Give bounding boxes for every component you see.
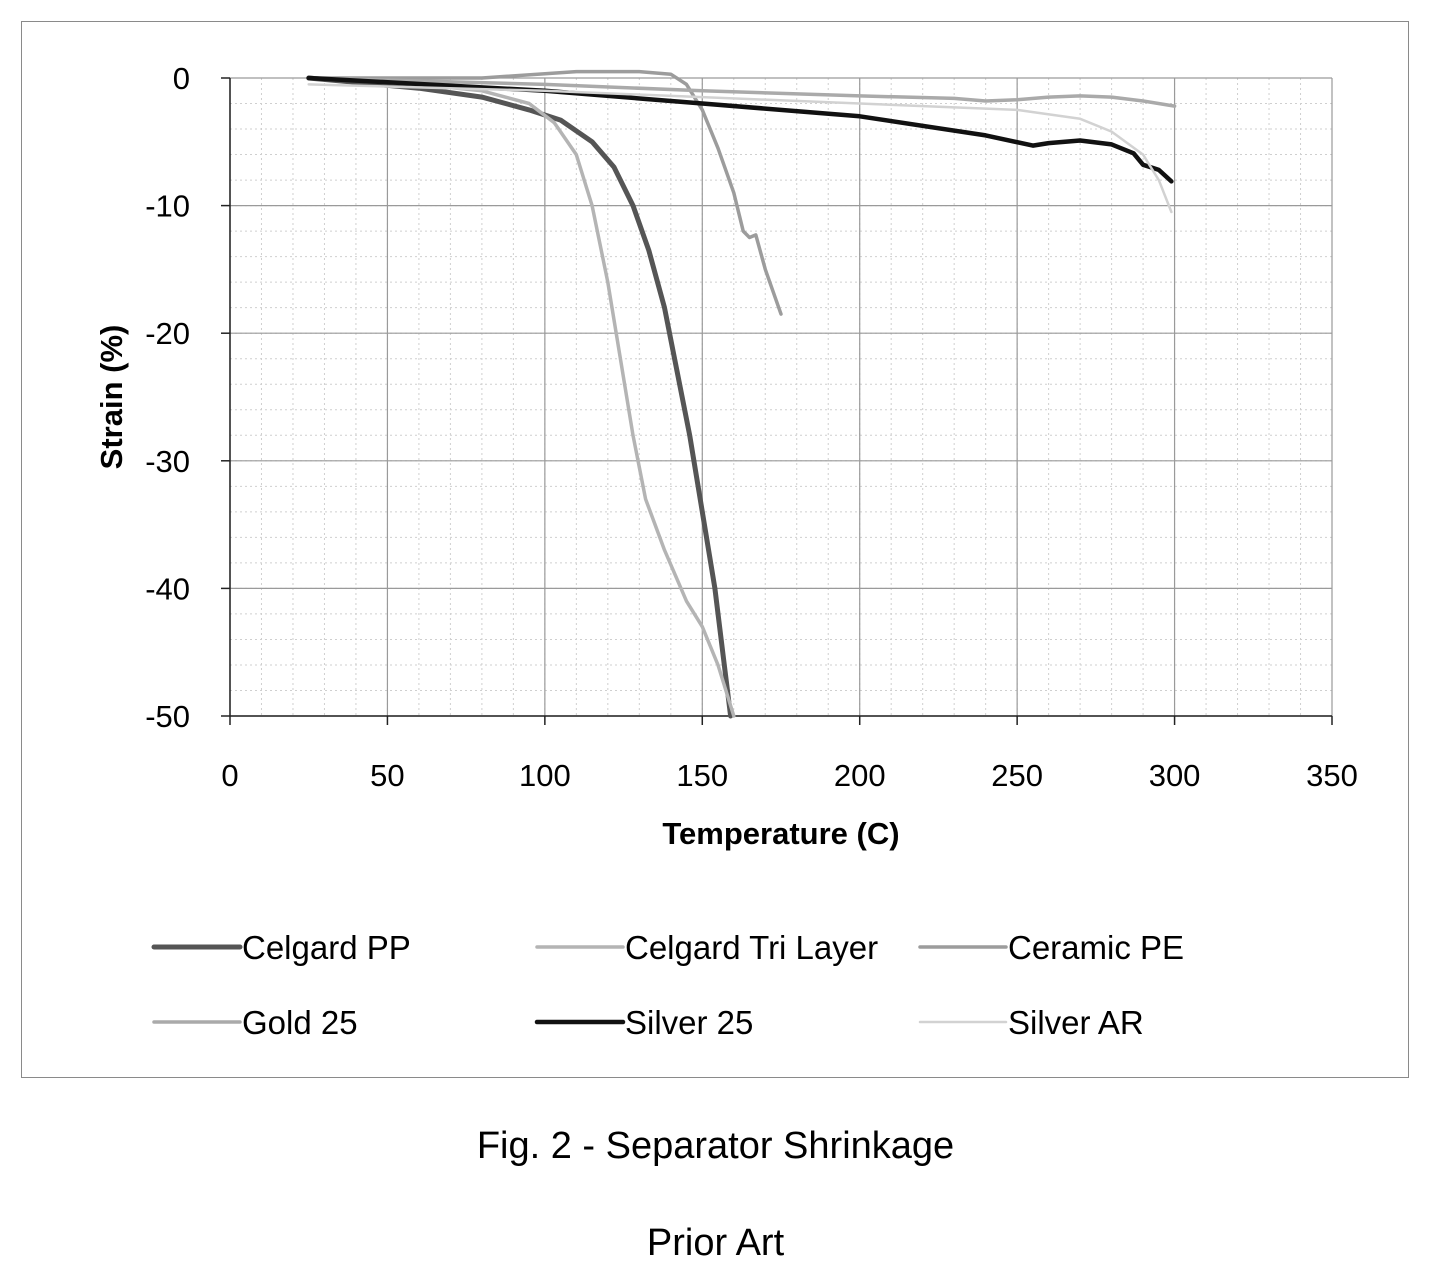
series-line-celgard-pp [306,75,734,719]
x-tick-label: 100 [519,758,571,793]
x-tick-label: 250 [991,758,1043,793]
series-line-celgard-tri-layer [306,76,736,718]
x-axis-title: Temperature (C) [662,816,899,851]
y-axis-title: Strain (%) [94,325,129,470]
y-tick-label: 0 [173,61,190,96]
y-tick-label: -50 [145,699,190,734]
legend-label-gold-25: Gold 25 [242,1004,358,1041]
x-tick-label: 0 [221,758,238,793]
series-line-silver-ar [307,83,1173,214]
legend-label-silver-ar: Silver AR [1008,1004,1144,1041]
legend-label-celgard-pp: Celgard PP [242,929,411,966]
x-tick-label: 300 [1149,758,1201,793]
series-line-ceramic-pe [306,69,783,316]
series-line-gold-25 [306,76,1177,108]
prior-art-label: Prior Art [646,1222,785,1264]
series-line-silver-25 [306,75,1174,184]
line-chart: 0 50 100 150 200 250 300 350 0 -10 -20 -30 -40 -50 Te… [94,61,1358,1041]
figure-caption: Fig. 2 - Separator Shrinkage [476,1125,955,1167]
x-tick-label: 150 [676,758,728,793]
chart-frame: 0 50 100 150 200 250 300 350 0 -10 -20 -30 -40 -50 Te… [21,21,1409,1078]
y-tick-label: -10 [145,189,190,224]
x-tick-label: 50 [370,758,404,793]
tick-labels: 0 50 100 150 200 250 300 350 0 -10 -20 -30 -40 -50 [145,61,1358,793]
series [306,69,1177,719]
legend-label-celgard-tri-layer: Celgard Tri Layer [625,929,878,966]
y-tick-label: -30 [145,444,190,479]
legend: Celgard PP Celgard Tri Layer Ceramic PE Gol… [151,929,1184,1041]
x-tick-label: 200 [834,758,886,793]
axes [221,77,1333,725]
y-tick-label: -20 [145,316,190,351]
grid [229,77,1333,717]
y-tick-label: -40 [145,571,190,606]
x-tick-label: 350 [1306,758,1358,793]
legend-label-ceramic-pe: Ceramic PE [1008,929,1184,966]
legend-label-silver-25: Silver 25 [625,1004,753,1041]
